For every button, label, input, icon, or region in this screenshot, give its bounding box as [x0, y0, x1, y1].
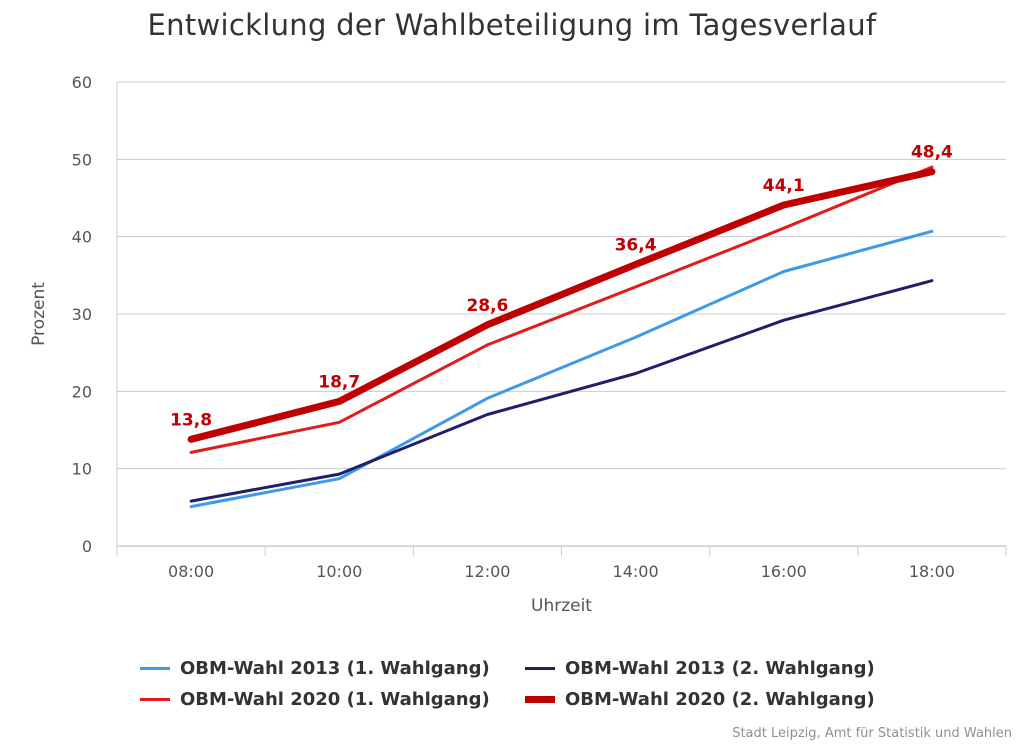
- series-line-2: [189, 279, 934, 503]
- x-axis-title: Uhrzeit: [531, 596, 592, 616]
- y-tick-label: 50: [72, 150, 92, 169]
- axis-layer: 0 10 20 30 40 50 60 08:00 10:00 12:00 14:00 16:00 18…: [29, 73, 1007, 616]
- legend-swatch-obm-2020-1: [140, 697, 170, 701]
- x-tick-label: 08:00: [168, 562, 214, 581]
- chart-title: Entwicklung der Wahlbeteiligung im Tages…: [147, 8, 877, 42]
- y-tick-label: 10: [72, 460, 92, 479]
- y-tick-label: 60: [72, 73, 92, 92]
- legend-item-obm-2013-2[interactable]: OBM-Wahl 2013 (2. Wahlgang): [525, 654, 875, 682]
- data-label: 18,7: [318, 372, 360, 392]
- legend-swatch-obm-2013-2: [525, 666, 555, 670]
- legend-swatch-obm-2020-2: [525, 695, 555, 703]
- x-tick-label: 14:00: [613, 562, 659, 581]
- legend-label: OBM-Wahl 2020 (2. Wahlgang): [565, 688, 875, 710]
- legend-item-obm-2020-2[interactable]: OBM-Wahl 2020 (2. Wahlgang): [525, 685, 875, 713]
- data-label: 28,6: [466, 296, 508, 316]
- legend-label: OBM-Wahl 2020 (1. Wahlgang): [180, 688, 490, 710]
- x-tick-label: 18:00: [909, 562, 955, 581]
- x-tick-label: 12:00: [464, 562, 510, 581]
- y-tick-label: 40: [72, 228, 92, 247]
- data-label: 36,4: [615, 236, 657, 256]
- y-axis-title: Prozent: [29, 282, 49, 346]
- data-label: 13,8: [170, 410, 212, 430]
- x-tick-label: 10:00: [316, 562, 362, 581]
- series-line-3: [189, 165, 934, 454]
- legend-label: OBM-Wahl 2013 (1. Wahlgang): [180, 657, 490, 679]
- x-tick-label: 16:00: [761, 562, 807, 581]
- series-line-4: [187, 168, 936, 443]
- credits: Stadt Leipzig, Amt für Statistik und Wah…: [732, 726, 1012, 741]
- data-label-layer: 13,8 18,7 28,6 36,4 44,1 48,4: [170, 143, 953, 431]
- y-tick-label: 0: [82, 537, 92, 556]
- legend-item-obm-2020-1[interactable]: OBM-Wahl 2020 (1. Wahlgang): [140, 685, 490, 713]
- series-line-1: [189, 229, 934, 509]
- data-label: 44,1: [763, 176, 805, 196]
- series-layer: [187, 165, 936, 509]
- legend-item-obm-2013-1[interactable]: OBM-Wahl 2013 (1. Wahlgang): [140, 654, 490, 682]
- y-tick-label: 30: [72, 305, 92, 324]
- legend-label: OBM-Wahl 2013 (2. Wahlgang): [565, 657, 875, 679]
- data-label: 48,4: [911, 143, 953, 163]
- grid-layer: [117, 81, 1006, 470]
- legend-swatch-obm-2013-1: [140, 666, 170, 670]
- y-tick-label: 20: [72, 382, 92, 401]
